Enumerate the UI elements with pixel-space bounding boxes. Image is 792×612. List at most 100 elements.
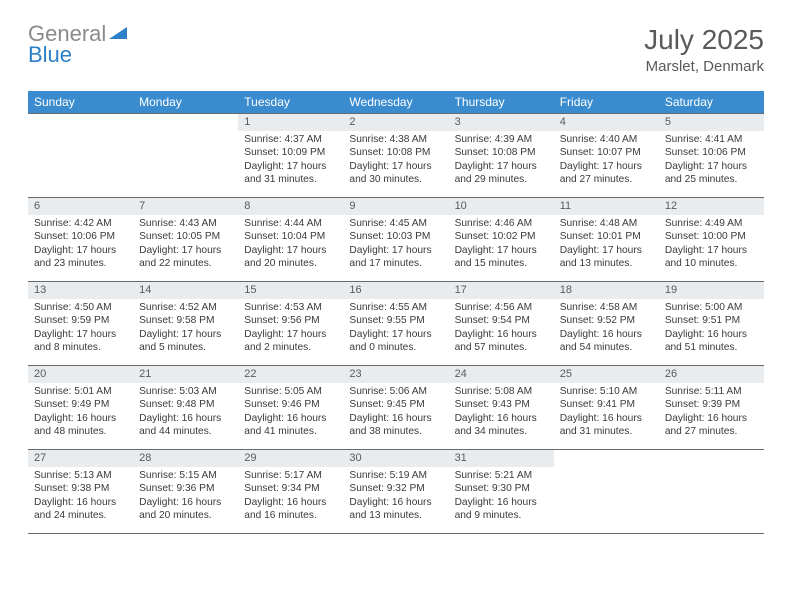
sunset-text: Sunset: 9:30 PM	[455, 482, 548, 495]
day-details: Sunrise: 4:44 AMSunset: 10:04 PMDaylight…	[238, 215, 343, 275]
title-block: July 2025 Marslet, Denmark	[644, 24, 764, 75]
weekday-header: Wednesday	[343, 91, 448, 114]
calendar-week: 13Sunrise: 4:50 AMSunset: 9:59 PMDayligh…	[28, 282, 764, 366]
day-details: Sunrise: 4:37 AMSunset: 10:09 PMDaylight…	[238, 131, 343, 191]
day-number: 14	[133, 282, 238, 299]
day-number: 31	[449, 450, 554, 467]
sunrise-text: Sunrise: 4:49 AM	[665, 217, 758, 230]
day-details: Sunrise: 4:48 AMSunset: 10:01 PMDaylight…	[554, 215, 659, 275]
day-number: 27	[28, 450, 133, 467]
day-number: 12	[659, 198, 764, 215]
calendar-day: 25Sunrise: 5:10 AMSunset: 9:41 PMDayligh…	[554, 366, 659, 450]
calendar-day: 22Sunrise: 5:05 AMSunset: 9:46 PMDayligh…	[238, 366, 343, 450]
sunrise-text: Sunrise: 4:43 AM	[139, 217, 232, 230]
sunrise-text: Sunrise: 5:11 AM	[665, 385, 758, 398]
sunrise-text: Sunrise: 4:44 AM	[244, 217, 337, 230]
sunrise-text: Sunrise: 4:52 AM	[139, 301, 232, 314]
sunset-text: Sunset: 9:32 PM	[349, 482, 442, 495]
day-number: 6	[28, 198, 133, 215]
daylight-text: Daylight: 17 hours and 17 minutes.	[349, 244, 442, 271]
sunset-text: Sunset: 9:55 PM	[349, 314, 442, 327]
day-number: 23	[343, 366, 448, 383]
weekday-header: Thursday	[449, 91, 554, 114]
daylight-text: Daylight: 17 hours and 31 minutes.	[244, 160, 337, 187]
day-details: Sunrise: 5:21 AMSunset: 9:30 PMDaylight:…	[449, 467, 554, 527]
day-details: Sunrise: 4:38 AMSunset: 10:08 PMDaylight…	[343, 131, 448, 191]
calendar-day: 7Sunrise: 4:43 AMSunset: 10:05 PMDayligh…	[133, 198, 238, 282]
calendar-day: 27Sunrise: 5:13 AMSunset: 9:38 PMDayligh…	[28, 450, 133, 534]
day-number: 4	[554, 114, 659, 131]
day-number: 26	[659, 366, 764, 383]
calendar-day: 13Sunrise: 4:50 AMSunset: 9:59 PMDayligh…	[28, 282, 133, 366]
sunset-text: Sunset: 10:01 PM	[560, 230, 653, 243]
day-details: Sunrise: 4:53 AMSunset: 9:56 PMDaylight:…	[238, 299, 343, 359]
daylight-text: Daylight: 16 hours and 9 minutes.	[455, 496, 548, 523]
logo-triangle-icon	[109, 26, 127, 42]
daylight-text: Daylight: 17 hours and 2 minutes.	[244, 328, 337, 355]
sunrise-text: Sunrise: 4:58 AM	[560, 301, 653, 314]
day-number: 18	[554, 282, 659, 299]
daylight-text: Daylight: 16 hours and 27 minutes.	[665, 412, 758, 439]
day-details: Sunrise: 5:06 AMSunset: 9:45 PMDaylight:…	[343, 383, 448, 443]
day-number: 30	[343, 450, 448, 467]
day-number: 22	[238, 366, 343, 383]
day-details: Sunrise: 4:40 AMSunset: 10:07 PMDaylight…	[554, 131, 659, 191]
calendar-day: 9Sunrise: 4:45 AMSunset: 10:03 PMDayligh…	[343, 198, 448, 282]
calendar-day: 24Sunrise: 5:08 AMSunset: 9:43 PMDayligh…	[449, 366, 554, 450]
sunrise-text: Sunrise: 5:15 AM	[139, 469, 232, 482]
sunrise-text: Sunrise: 4:45 AM	[349, 217, 442, 230]
sunset-text: Sunset: 9:58 PM	[139, 314, 232, 327]
sunrise-text: Sunrise: 4:50 AM	[34, 301, 127, 314]
sunrise-text: Sunrise: 4:39 AM	[455, 133, 548, 146]
day-number: 19	[659, 282, 764, 299]
sunrise-text: Sunrise: 4:53 AM	[244, 301, 337, 314]
daylight-text: Daylight: 17 hours and 8 minutes.	[34, 328, 127, 355]
sunset-text: Sunset: 9:52 PM	[560, 314, 653, 327]
calendar-day: 1Sunrise: 4:37 AMSunset: 10:09 PMDayligh…	[238, 114, 343, 198]
day-details: Sunrise: 4:39 AMSunset: 10:08 PMDaylight…	[449, 131, 554, 191]
daylight-text: Daylight: 16 hours and 38 minutes.	[349, 412, 442, 439]
sunset-text: Sunset: 9:54 PM	[455, 314, 548, 327]
page-location: Marslet, Denmark	[644, 58, 764, 75]
calendar-day	[659, 450, 764, 534]
day-number: 29	[238, 450, 343, 467]
sunset-text: Sunset: 9:49 PM	[34, 398, 127, 411]
day-details: Sunrise: 4:46 AMSunset: 10:02 PMDaylight…	[449, 215, 554, 275]
calendar-day	[133, 114, 238, 198]
daylight-text: Daylight: 16 hours and 51 minutes.	[665, 328, 758, 355]
weekday-header: Friday	[554, 91, 659, 114]
sunset-text: Sunset: 10:09 PM	[244, 146, 337, 159]
sunrise-text: Sunrise: 5:00 AM	[665, 301, 758, 314]
sunset-text: Sunset: 10:07 PM	[560, 146, 653, 159]
sunrise-text: Sunrise: 5:17 AM	[244, 469, 337, 482]
daylight-text: Daylight: 16 hours and 57 minutes.	[455, 328, 548, 355]
weekday-header: Saturday	[659, 91, 764, 114]
calendar-day	[28, 114, 133, 198]
calendar-day: 31Sunrise: 5:21 AMSunset: 9:30 PMDayligh…	[449, 450, 554, 534]
sunset-text: Sunset: 10:08 PM	[349, 146, 442, 159]
daylight-text: Daylight: 17 hours and 20 minutes.	[244, 244, 337, 271]
day-details: Sunrise: 5:10 AMSunset: 9:41 PMDaylight:…	[554, 383, 659, 443]
sunset-text: Sunset: 10:02 PM	[455, 230, 548, 243]
daylight-text: Daylight: 16 hours and 31 minutes.	[560, 412, 653, 439]
daylight-text: Daylight: 17 hours and 13 minutes.	[560, 244, 653, 271]
calendar-week: 27Sunrise: 5:13 AMSunset: 9:38 PMDayligh…	[28, 450, 764, 534]
calendar-table: Sunday Monday Tuesday Wednesday Thursday…	[28, 91, 764, 534]
daylight-text: Daylight: 16 hours and 24 minutes.	[34, 496, 127, 523]
daylight-text: Daylight: 16 hours and 44 minutes.	[139, 412, 232, 439]
sunset-text: Sunset: 10:06 PM	[665, 146, 758, 159]
day-details: Sunrise: 5:05 AMSunset: 9:46 PMDaylight:…	[238, 383, 343, 443]
daylight-text: Daylight: 17 hours and 25 minutes.	[665, 160, 758, 187]
sunrise-text: Sunrise: 4:40 AM	[560, 133, 653, 146]
day-number: 25	[554, 366, 659, 383]
calendar-day: 10Sunrise: 4:46 AMSunset: 10:02 PMDaylig…	[449, 198, 554, 282]
daylight-text: Daylight: 17 hours and 0 minutes.	[349, 328, 442, 355]
day-details: Sunrise: 5:03 AMSunset: 9:48 PMDaylight:…	[133, 383, 238, 443]
day-number: 24	[449, 366, 554, 383]
day-details: Sunrise: 4:55 AMSunset: 9:55 PMDaylight:…	[343, 299, 448, 359]
day-number: 11	[554, 198, 659, 215]
sunset-text: Sunset: 9:48 PM	[139, 398, 232, 411]
sunset-text: Sunset: 9:56 PM	[244, 314, 337, 327]
sunrise-text: Sunrise: 4:56 AM	[455, 301, 548, 314]
sunset-text: Sunset: 9:51 PM	[665, 314, 758, 327]
